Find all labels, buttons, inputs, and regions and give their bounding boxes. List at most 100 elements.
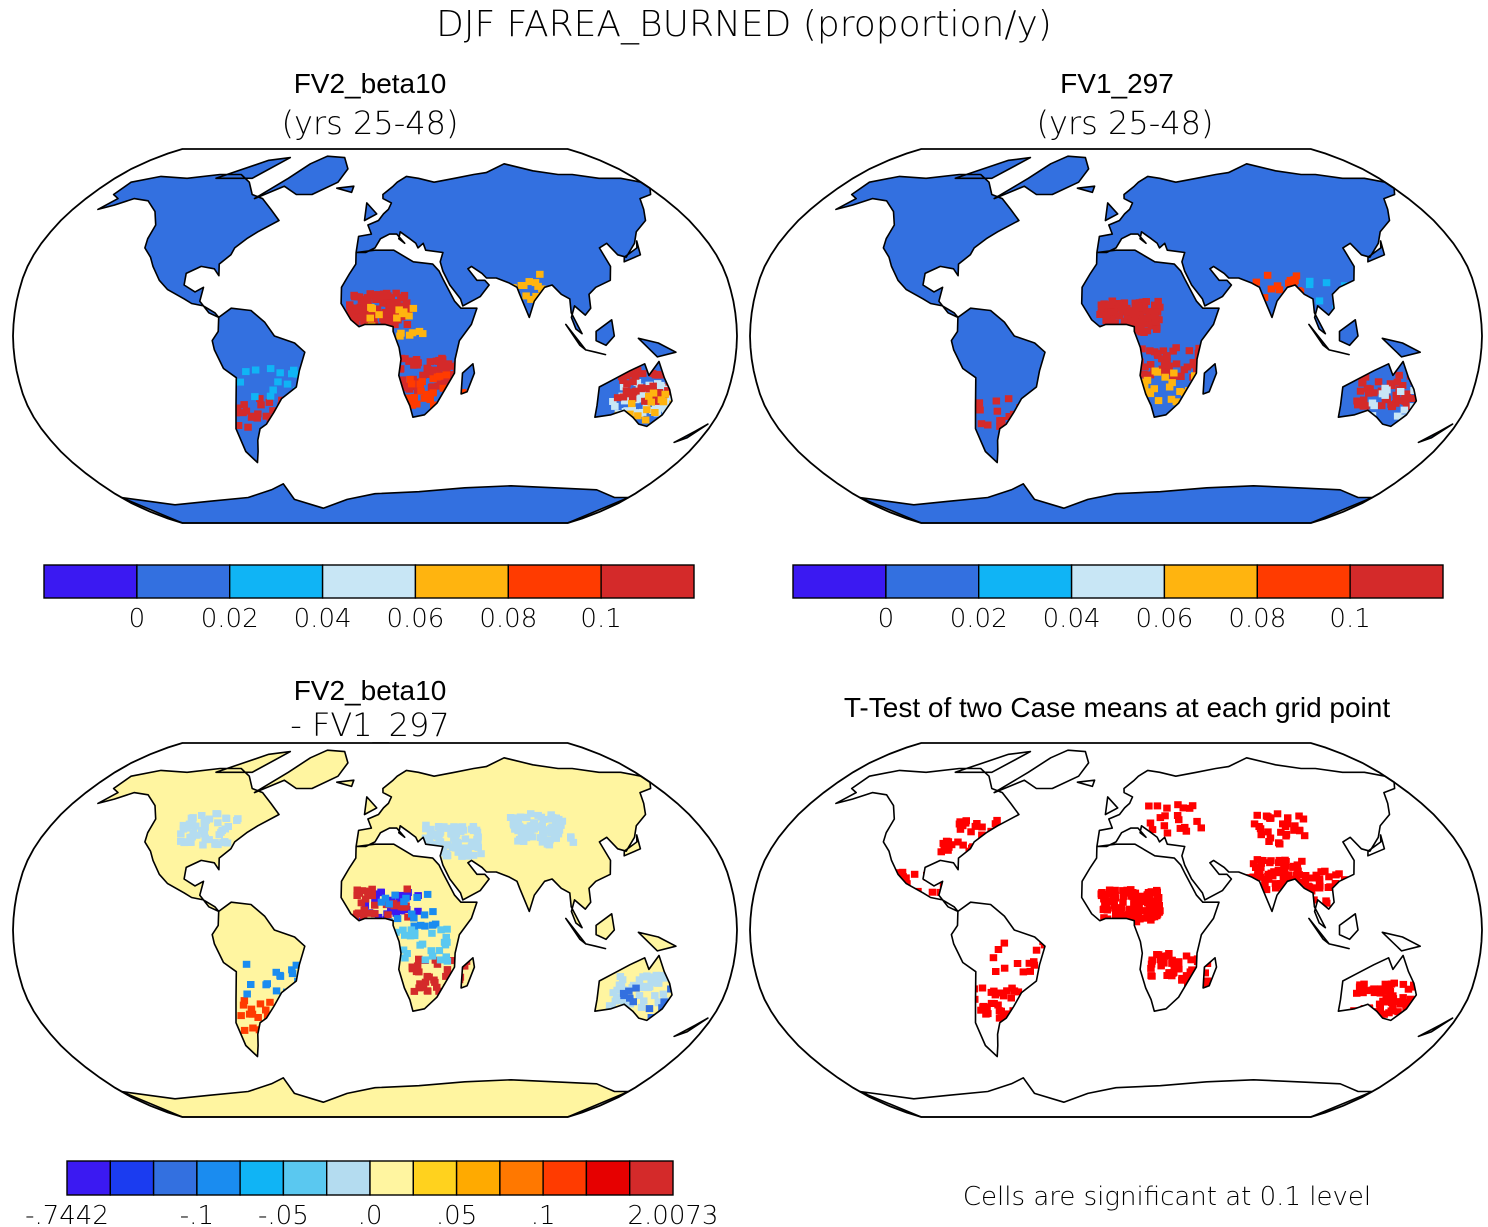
grid-cell — [1283, 820, 1292, 828]
grid-cell — [513, 816, 521, 824]
grid-cell — [628, 400, 636, 408]
grid-cell — [1178, 976, 1186, 984]
grid-cell — [1292, 291, 1301, 299]
grid-cell — [617, 981, 626, 989]
grid-cell — [631, 369, 639, 377]
grid-cell — [1299, 815, 1308, 823]
grid-cell — [212, 810, 220, 818]
grid-cell — [409, 304, 418, 312]
grid-cell — [433, 960, 442, 968]
colorbar-tick-label: 0 — [129, 604, 146, 634]
grid-cell — [458, 852, 466, 860]
grid-cell — [959, 822, 967, 830]
grid-cell — [1199, 951, 1208, 959]
grid-cell — [433, 983, 441, 991]
grid-cell — [390, 953, 398, 961]
grid-cell — [1275, 286, 1284, 294]
grid-cell — [1123, 308, 1131, 316]
grid-cell — [538, 838, 547, 846]
grid-cell — [618, 976, 627, 984]
grid-cell — [537, 813, 546, 821]
grid-cell — [393, 314, 401, 322]
grid-cell — [977, 420, 986, 428]
grid-cell — [1359, 377, 1367, 385]
grid-cell — [391, 891, 399, 899]
grid-cell — [357, 899, 366, 907]
grid-cell — [410, 987, 419, 995]
grid-cell — [192, 822, 200, 830]
grid-cell — [984, 1010, 992, 1018]
grid-cell — [664, 387, 672, 395]
grid-cell — [364, 889, 372, 897]
grid-cell — [890, 880, 899, 888]
grid-cell — [632, 984, 640, 992]
grid-cell — [1361, 1007, 1369, 1014]
grid-cell — [1378, 402, 1386, 410]
grid-cell — [223, 839, 232, 847]
grid-cell — [1203, 953, 1212, 960]
grid-cell — [671, 395, 680, 403]
map-outline — [12, 148, 738, 524]
grid-cell — [1394, 1008, 1402, 1016]
grid-cell — [654, 999, 663, 1007]
grid-cell — [978, 823, 986, 831]
grid-cell — [1183, 363, 1192, 371]
grid-cell — [1279, 874, 1288, 882]
grid-cell — [678, 390, 686, 398]
grid-cell — [185, 839, 193, 846]
grid-cell — [446, 401, 454, 409]
grid-cell — [1155, 905, 1163, 913]
grid-cell — [442, 933, 450, 941]
grid-cell — [999, 1014, 1008, 1022]
grid-cell — [367, 909, 375, 917]
grid-cell — [379, 299, 387, 307]
grid-cell — [276, 1002, 284, 1010]
grid-cell — [452, 830, 461, 838]
grid-cell — [366, 314, 374, 322]
grid-cell — [611, 997, 620, 1005]
grid-cell — [1291, 886, 1299, 894]
grid-cell — [1118, 912, 1126, 920]
grid-cell — [1106, 327, 1114, 335]
grid-cell — [999, 992, 1008, 1000]
grid-cell — [1250, 820, 1259, 828]
colorbar-tick-label: .05 — [436, 1201, 477, 1227]
grid-cell — [1196, 972, 1204, 980]
grid-cell — [1147, 888, 1156, 896]
grid-cell — [1386, 380, 1395, 388]
grid-cell — [984, 421, 992, 429]
grid-cell — [358, 887, 367, 895]
grid-cell — [384, 292, 392, 300]
grid-cell — [1190, 396, 1199, 404]
grid-cell — [956, 818, 964, 826]
grid-cell — [1267, 285, 1276, 293]
grid-cell — [377, 898, 386, 906]
grid-cell — [415, 955, 423, 963]
grid-cell — [1158, 355, 1166, 363]
grid-cell — [619, 377, 627, 384]
grid-cell — [1140, 370, 1148, 378]
grid-cell — [990, 1000, 998, 1007]
grid-cell — [1147, 964, 1155, 972]
grid-cell — [254, 410, 262, 418]
grid-cell — [667, 366, 676, 374]
grid-cell — [894, 880, 903, 888]
grid-cell — [434, 823, 443, 830]
grid-cell — [1399, 994, 1407, 1002]
grid-cell — [451, 378, 459, 385]
grid-cell — [1165, 383, 1174, 391]
grid-cell — [256, 1000, 265, 1008]
land-fill — [835, 156, 1453, 523]
grid-cell — [1290, 888, 1298, 896]
grid-cell — [434, 382, 442, 390]
grid-cell — [1381, 396, 1390, 404]
colorbar-swatch — [136, 564, 231, 599]
grid-cell — [652, 397, 660, 405]
grid-cell — [1322, 279, 1331, 287]
grid-cell — [361, 317, 369, 325]
grid-cell — [468, 838, 476, 846]
grid-cell — [517, 830, 526, 838]
grid-cell — [1360, 980, 1368, 988]
grid-cell — [1179, 804, 1187, 812]
grid-cell — [384, 911, 392, 919]
